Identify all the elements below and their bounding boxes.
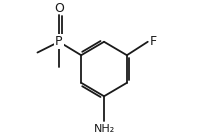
Text: P: P [55, 35, 63, 48]
Text: NH₂: NH₂ [93, 124, 115, 134]
Text: F: F [149, 35, 156, 48]
Text: O: O [54, 2, 64, 15]
